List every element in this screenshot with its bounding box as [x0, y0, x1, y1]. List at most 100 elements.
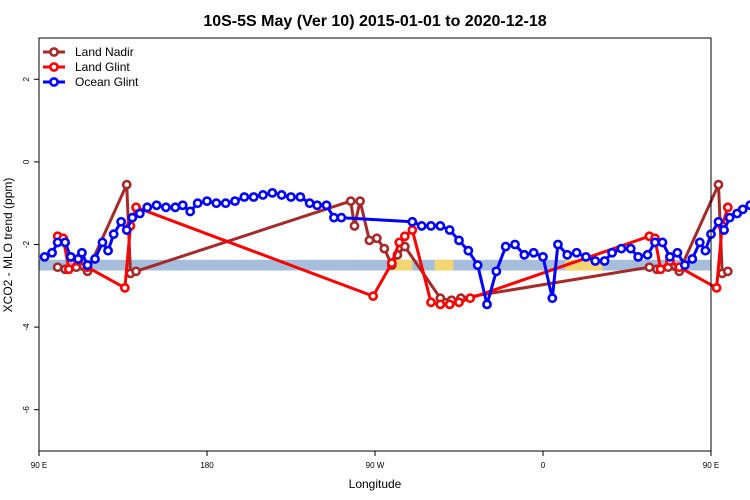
- data-point: [491, 266, 502, 277]
- series-layer: [39, 179, 750, 310]
- data-point: [349, 221, 360, 231]
- y-tick-label: -4: [22, 323, 31, 331]
- y-axis: 2 0 -2 -4 -6: [22, 77, 39, 414]
- data-point: [161, 202, 171, 213]
- legend-label: Land Nadir: [75, 45, 134, 59]
- data-point: [295, 192, 306, 202]
- data-point: [355, 196, 365, 207]
- data-point: [426, 297, 436, 308]
- y-tick-label: 0: [22, 159, 31, 164]
- data-point: [202, 196, 212, 207]
- series-ocean-glint: [39, 187, 750, 310]
- data-point: [345, 196, 356, 207]
- legend-item: Ocean Glint: [43, 75, 139, 89]
- data-point: [435, 221, 446, 231]
- band-strip: [39, 259, 711, 271]
- data-point: [482, 299, 492, 310]
- data-point: [177, 200, 188, 211]
- data-point: [304, 198, 315, 209]
- data-point: [119, 282, 130, 293]
- data-point: [39, 251, 50, 262]
- legend-label: Ocean Glint: [75, 75, 139, 89]
- data-point: [510, 239, 520, 250]
- data-point: [519, 249, 530, 260]
- data-point: [571, 247, 582, 258]
- data-point: [82, 260, 93, 271]
- data-point: [151, 200, 162, 211]
- series-land-glint: [52, 202, 733, 310]
- data-point: [672, 247, 683, 258]
- data-point: [562, 249, 573, 260]
- chart-title: 10S-5S May (Ver 10) 2015-01-01 to 2020-1…: [203, 13, 546, 30]
- data-point: [722, 202, 733, 213]
- data-point: [665, 251, 675, 262]
- data-point: [528, 247, 539, 258]
- data-point: [679, 260, 690, 271]
- legend-swatch-marker: [49, 77, 59, 87]
- data-point: [454, 297, 464, 308]
- data-point: [650, 237, 660, 248]
- x-tick-label: 180: [200, 461, 214, 470]
- data-point: [97, 237, 108, 248]
- data-point: [553, 239, 563, 250]
- data-point: [276, 190, 287, 200]
- data-point: [108, 229, 119, 240]
- data-point: [379, 243, 390, 254]
- data-point: [399, 231, 410, 242]
- data-point: [581, 251, 591, 262]
- plot-frame: [38, 37, 712, 452]
- data-point: [364, 235, 375, 246]
- data-point: [407, 225, 418, 235]
- data-point: [633, 251, 644, 262]
- data-point: [463, 245, 474, 256]
- data-point: [329, 212, 339, 223]
- data-point: [368, 291, 379, 302]
- data-point: [616, 243, 627, 254]
- legend-swatch-marker: [49, 62, 59, 72]
- data-point: [538, 251, 548, 262]
- data-point: [687, 254, 698, 264]
- data-point: [472, 260, 483, 271]
- data-point: [465, 293, 476, 304]
- y-tick-label: 2: [22, 77, 31, 82]
- data-point: [599, 256, 610, 266]
- data-point: [657, 237, 668, 248]
- data-point: [711, 282, 722, 293]
- band-highlight-0: [389, 259, 413, 271]
- x-tick-label: 90 E: [31, 461, 47, 470]
- data-point: [722, 266, 733, 277]
- y-axis-label: XCO2 - MLO trend (ppm): [1, 178, 15, 313]
- background-band: [39, 259, 711, 271]
- data-point: [500, 241, 511, 252]
- data-point: [713, 216, 724, 227]
- legend-label: Land Glint: [75, 60, 130, 74]
- data-point: [394, 237, 405, 248]
- data-point: [258, 190, 268, 200]
- x-tick-label: 90 E: [703, 461, 719, 470]
- data-point: [185, 206, 196, 217]
- data-point: [103, 245, 113, 256]
- data-point: [416, 221, 427, 231]
- data-point: [444, 225, 455, 235]
- data-point: [625, 243, 636, 254]
- data-point: [435, 299, 446, 310]
- data-point: [60, 237, 71, 248]
- x-tick-label: 90 W: [366, 461, 385, 470]
- series-land-nadir: [52, 179, 733, 306]
- y-tick-label: -6: [22, 406, 31, 414]
- data-point: [737, 204, 748, 215]
- data-point: [454, 235, 464, 246]
- legend-item: Land Nadir: [43, 45, 134, 59]
- data-point: [724, 212, 735, 223]
- data-point: [134, 208, 145, 219]
- data-point: [52, 262, 63, 273]
- data-point: [121, 225, 132, 235]
- data-point: [90, 254, 100, 264]
- data-point: [230, 196, 240, 207]
- data-point: [65, 251, 76, 262]
- data-point: [170, 202, 181, 213]
- band-highlight-1: [434, 259, 454, 271]
- data-point: [239, 192, 250, 202]
- data-point: [142, 202, 153, 213]
